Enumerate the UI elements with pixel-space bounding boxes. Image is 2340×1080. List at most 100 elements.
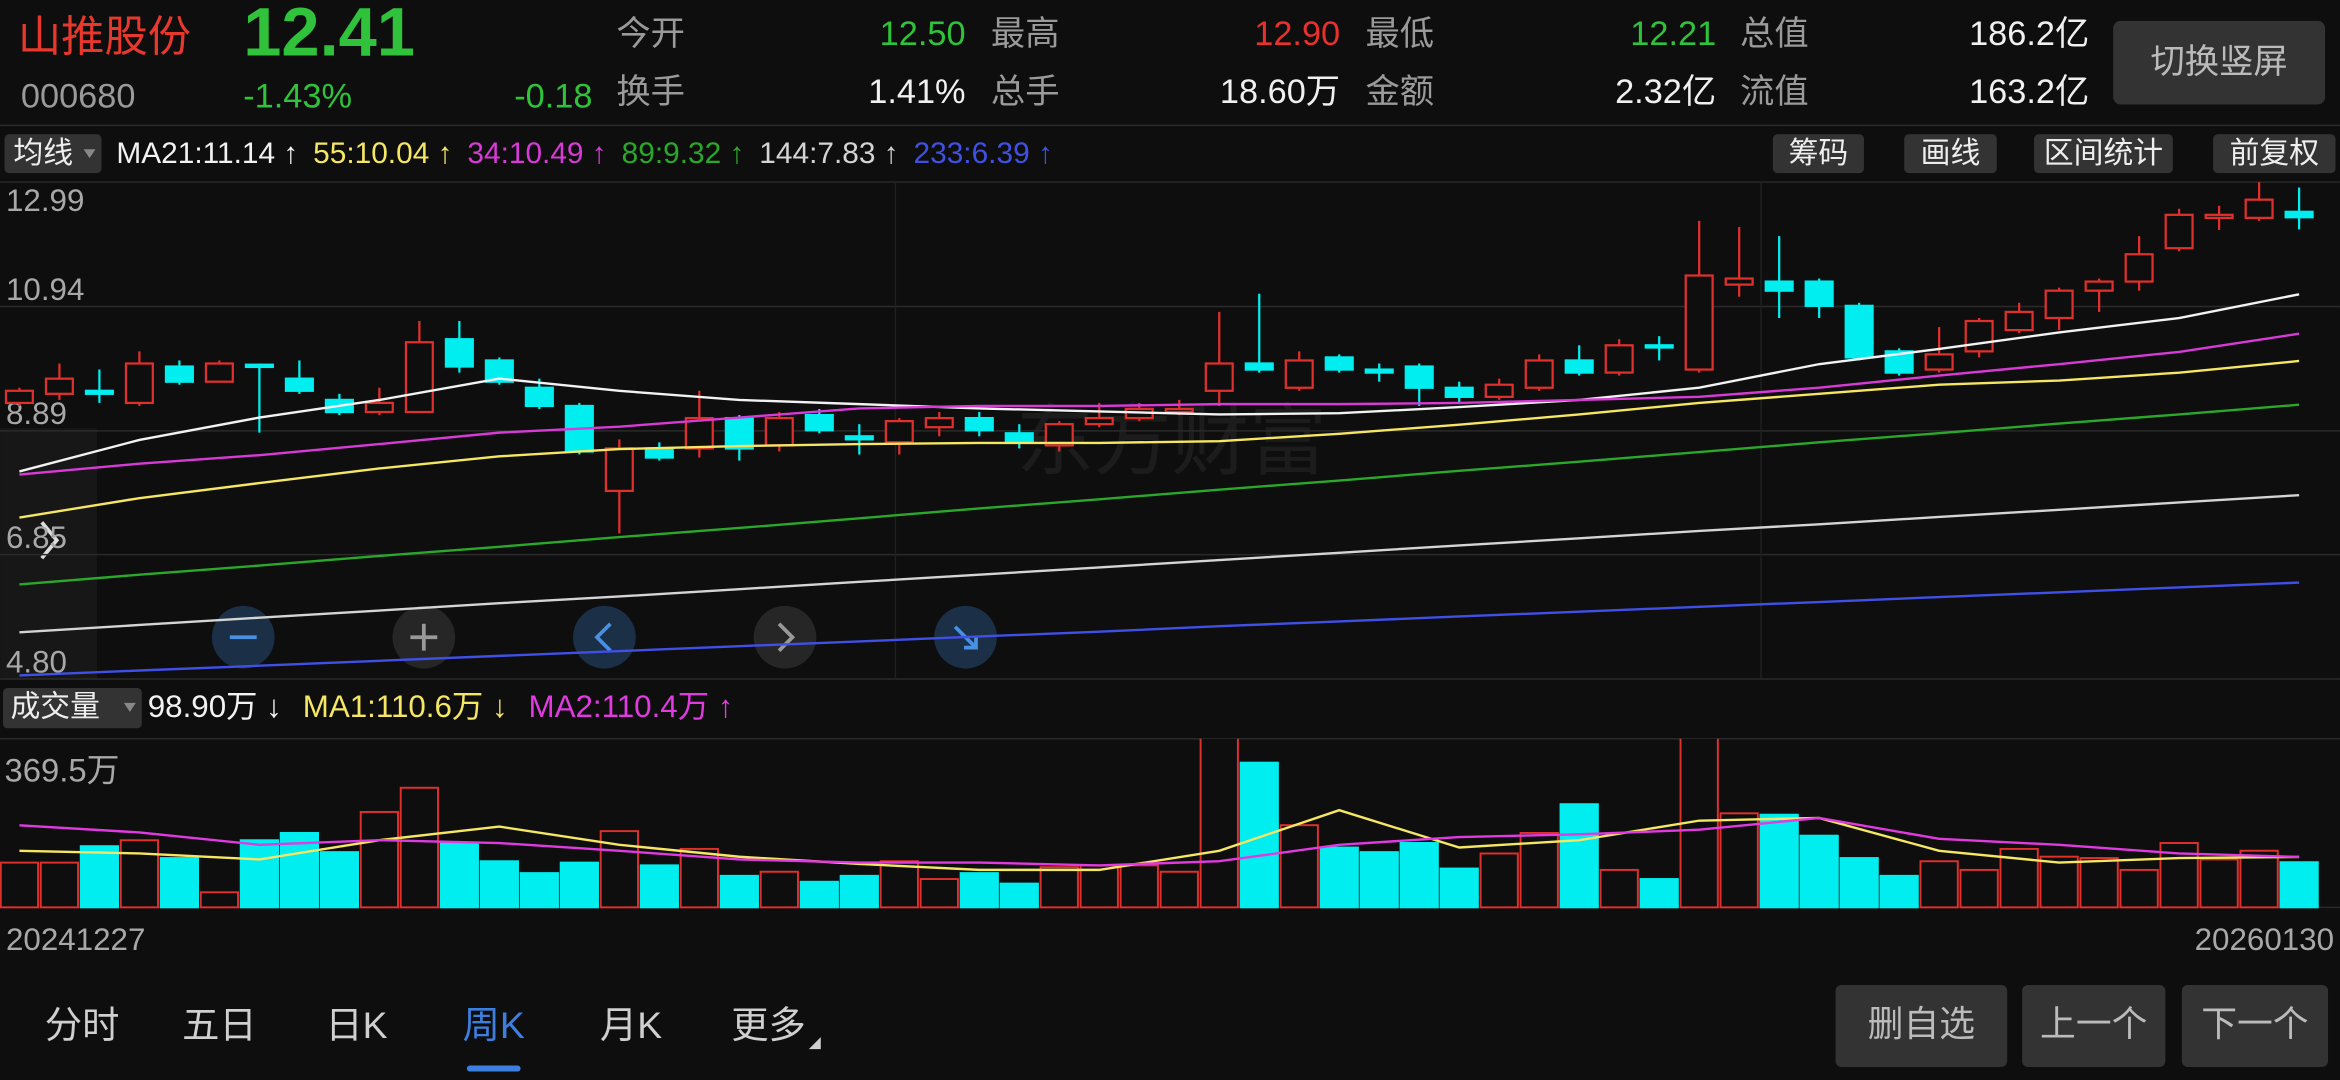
volume-bar xyxy=(0,861,40,909)
ma-legend: 55:10.04 ↑ xyxy=(313,137,452,170)
change-pct: -1.43% xyxy=(243,78,352,116)
volume-bar xyxy=(559,861,599,909)
volume-bar xyxy=(39,861,80,909)
candle-body xyxy=(244,363,274,369)
tool-button[interactable] xyxy=(1772,134,1864,174)
candle-body xyxy=(2004,310,2034,332)
candle-body xyxy=(964,416,994,432)
candle-body xyxy=(84,389,114,395)
candle-body xyxy=(604,447,634,493)
tool-button-label[interactable]: 区间统计 xyxy=(2044,137,2163,170)
tool-button-label[interactable]: 画线 xyxy=(1921,137,1981,170)
volume-bar xyxy=(719,874,759,909)
volume-bar xyxy=(1839,857,1879,909)
tool-button-label[interactable]: 筹码 xyxy=(1789,137,1849,170)
candle-body xyxy=(804,413,834,432)
nav-button[interactable] xyxy=(2022,984,2166,1068)
active-tab-underline xyxy=(466,1065,521,1072)
orientation-button[interactable] xyxy=(2113,20,2326,105)
candle-body xyxy=(484,359,514,383)
candle-body xyxy=(884,420,914,444)
stat-value: 12.90 xyxy=(1254,15,1340,53)
volume-bar xyxy=(2119,868,2159,909)
indicator-select[interactable] xyxy=(4,134,102,174)
nav-button-label[interactable]: 上一个 xyxy=(2040,1004,2147,1044)
stat-label: 换手 xyxy=(616,73,685,111)
volume-bar xyxy=(1159,870,1199,909)
candle-body xyxy=(2164,213,2194,250)
stat-value: 2.32亿 xyxy=(1615,73,1716,111)
candle-body xyxy=(844,435,874,441)
volume-bar xyxy=(1639,878,1679,909)
volume-bar xyxy=(239,839,280,909)
indicator-label[interactable]: 均线 xyxy=(13,137,73,170)
change: -0.18 xyxy=(514,78,592,116)
volume-bar xyxy=(2079,857,2119,909)
candle-body xyxy=(1964,319,1994,353)
candle-body xyxy=(1724,277,1754,286)
volume-bar xyxy=(1919,860,1959,909)
volume-bar xyxy=(479,860,519,909)
ma-line xyxy=(19,581,2300,677)
tool-button[interactable] xyxy=(1904,134,1997,174)
more-caret xyxy=(808,1037,821,1050)
header: 山推股份 12.41 000680 -1.43% -0.18 切换竖屏 xyxy=(18,0,2326,116)
volume-bar xyxy=(439,842,479,909)
volume-bar xyxy=(1719,812,1759,909)
nav-button-label[interactable]: 下一个 xyxy=(2201,1004,2308,1044)
volume-bar xyxy=(799,880,839,909)
ma-line xyxy=(19,359,2300,519)
period-tab[interactable]: 月K xyxy=(600,1004,662,1046)
candle-body xyxy=(1444,386,1474,398)
period-tab[interactable]: 五日 xyxy=(182,1004,257,1046)
orientation-button-label[interactable]: 切换竖屏 xyxy=(2150,43,2287,81)
volume-bar xyxy=(1599,868,1639,909)
ma-legend: 34:10.49 ↑ xyxy=(467,137,606,170)
volume-indicator-select[interactable] xyxy=(2,687,142,729)
volume-bar xyxy=(79,845,120,909)
candle-body xyxy=(364,401,394,414)
stock-code: 000680 xyxy=(21,78,136,116)
volume-indicator-label[interactable]: 成交量 xyxy=(10,691,99,724)
expand-chevron[interactable] xyxy=(40,521,60,560)
tool-button[interactable] xyxy=(2213,134,2336,174)
candle-body xyxy=(764,416,794,447)
volume-bar xyxy=(759,870,799,909)
stat-label: 流值 xyxy=(1740,73,1809,111)
volume-bar xyxy=(2239,849,2279,909)
tool-button[interactable] xyxy=(2034,134,2173,174)
candle-body xyxy=(2284,210,2314,219)
stat-label: 今开 xyxy=(616,15,685,53)
period-tab[interactable]: 日K xyxy=(325,1004,387,1046)
stock-name: 山推股份 xyxy=(18,14,191,62)
volume-bar xyxy=(1799,834,1839,909)
y-tick-label: 10.94 xyxy=(6,272,84,307)
candle-body xyxy=(1284,359,1314,389)
nav-button[interactable] xyxy=(1835,984,2008,1068)
candle-body xyxy=(44,377,74,395)
stat-label: 总手 xyxy=(991,73,1060,111)
nav-button-label[interactable]: 删自选 xyxy=(1868,1004,1975,1044)
last-price: 12.41 xyxy=(243,0,415,70)
candle-body xyxy=(924,416,954,429)
volume-tick-label: 369.5万 xyxy=(4,752,119,789)
scroll-left-button[interactable] xyxy=(573,605,636,669)
candle-body xyxy=(2244,198,2274,219)
candle-body xyxy=(684,416,714,450)
period-tab[interactable]: 周K xyxy=(463,1004,525,1046)
period-tab[interactable]: 分时 xyxy=(45,1004,120,1046)
volume-bar xyxy=(839,874,879,909)
period-tab[interactable]: 更多 xyxy=(731,1004,806,1046)
candle-body xyxy=(1644,344,1674,349)
volume-bar xyxy=(1439,867,1479,909)
scroll-right-button[interactable] xyxy=(753,605,817,669)
volume-bar xyxy=(959,872,999,909)
volume-bar xyxy=(1199,738,1239,909)
volume-bar xyxy=(999,882,1039,909)
tool-button-label[interactable]: 前复权 xyxy=(2230,137,2319,170)
nav-button[interactable] xyxy=(2181,984,2329,1068)
ma-legend: MA21:11.14 ↑ xyxy=(116,137,298,170)
candle-body xyxy=(1884,350,1914,374)
volume-bar xyxy=(1519,831,1559,909)
